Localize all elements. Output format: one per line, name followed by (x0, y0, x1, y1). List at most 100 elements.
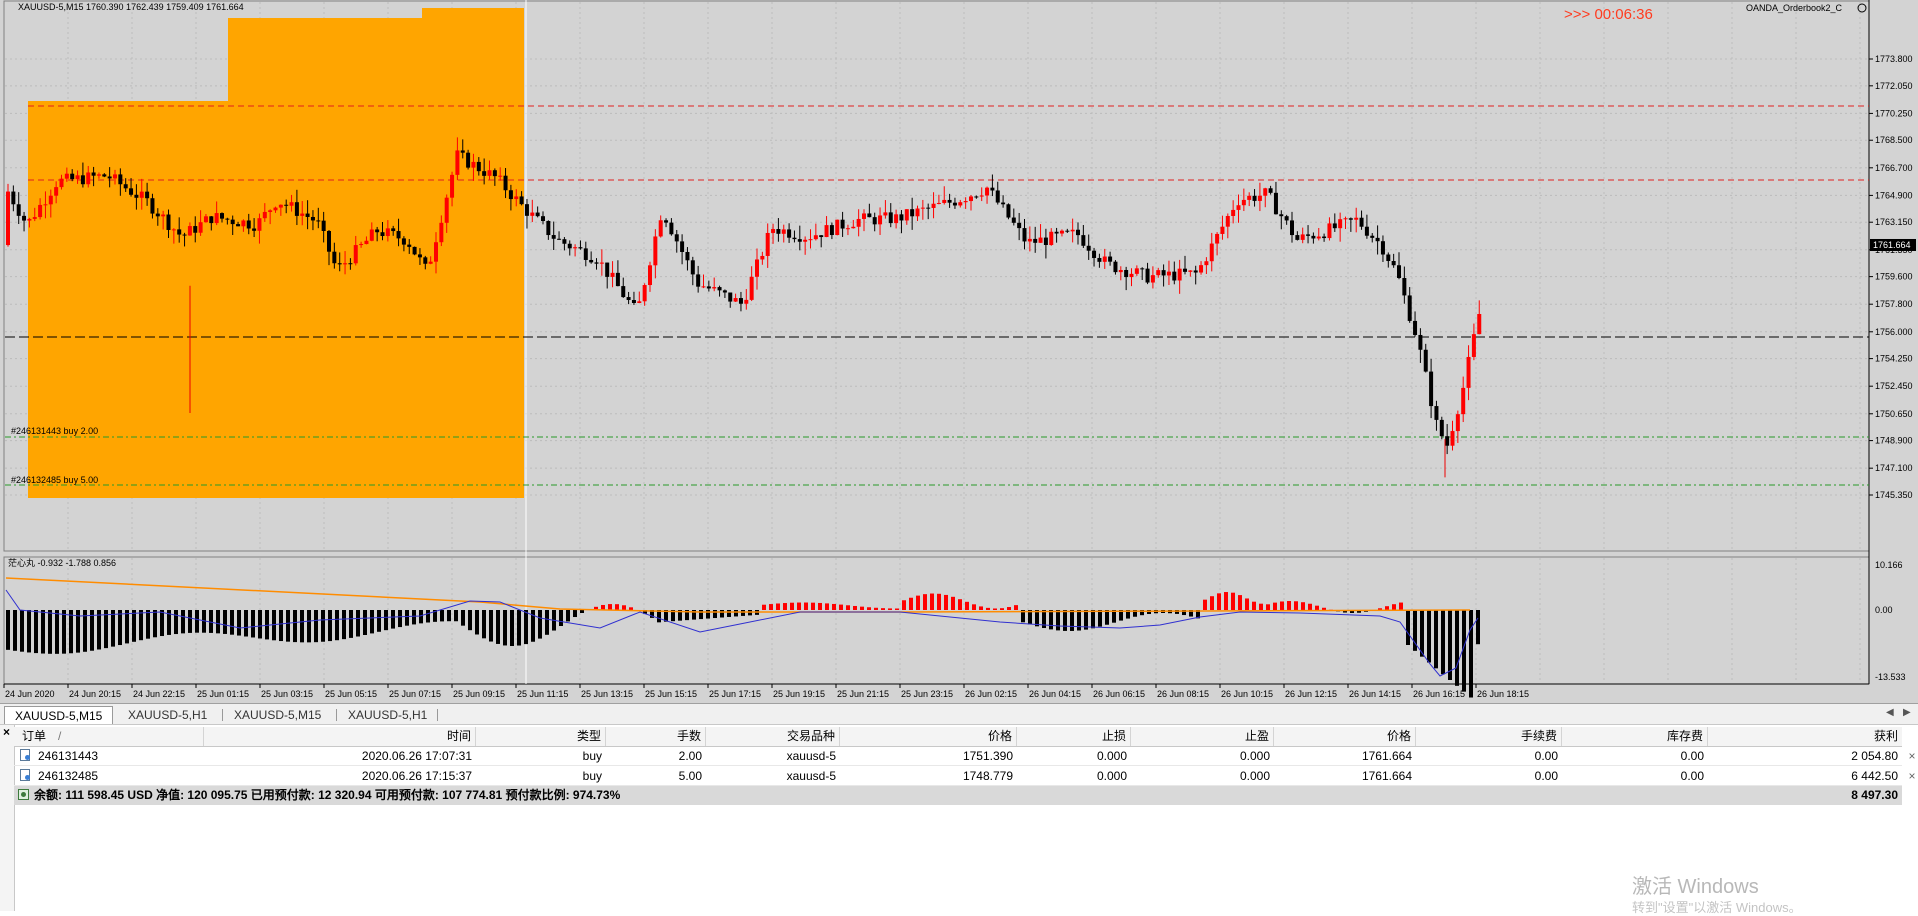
candle-bull (835, 220, 839, 235)
oscillator-bar-negative (727, 610, 731, 617)
candle-bull (1071, 230, 1075, 232)
candle-bear (819, 235, 823, 237)
oscillator-bar-positive (888, 608, 892, 610)
indicator-close-icon[interactable] (1858, 4, 1866, 12)
candle-bull (637, 301, 641, 303)
account-summary-row: 余额: 111 598.45 USD 净值: 120 095.75 已用预付款:… (14, 786, 1902, 805)
candle-bear (1418, 335, 1422, 350)
candle-bear (402, 238, 406, 244)
close-position-icon[interactable]: × (1906, 746, 1918, 766)
candle-bull (964, 201, 968, 202)
oscillator-bar-negative (482, 610, 486, 638)
candle-bull (27, 219, 31, 221)
table-row[interactable]: 246131443 2020.06.26 17:07:31 buy 2.00 x… (14, 746, 1902, 766)
oscillator-bar-negative (356, 610, 360, 637)
chart-canvas[interactable]: 1773.8001772.0501770.2501768.5001766.700… (0, 0, 1918, 703)
candle-bear (167, 215, 171, 230)
candle-bull (755, 259, 759, 276)
oscillator-bar-positive (762, 605, 766, 610)
candle-bear (247, 220, 251, 228)
col-lots[interactable]: 手数 (606, 727, 706, 746)
tab-scroll-left-icon[interactable]: ◀ (1886, 707, 1894, 718)
commission: 0.00 (1416, 766, 1562, 786)
oscillator-bar-negative (48, 610, 52, 654)
candle-bear (1065, 231, 1069, 232)
col-swap[interactable]: 库存费 (1562, 727, 1708, 746)
oscillator-bar-positive (629, 607, 633, 610)
candle-bear (1365, 227, 1369, 236)
candle-bear (150, 198, 154, 213)
oscillator-bar-positive (608, 604, 612, 610)
candle-bull (648, 265, 652, 285)
candle-bear (889, 212, 893, 223)
col-commission[interactable]: 手续费 (1416, 727, 1562, 746)
oscillator-bar-positive (923, 594, 927, 610)
candle-bull (359, 244, 363, 245)
oscillator-bar-negative (1077, 610, 1081, 631)
col-symbol[interactable]: 交易品种 (706, 727, 840, 746)
candle-bear (520, 196, 524, 204)
stop-loss: 0.000 (1017, 766, 1131, 786)
candle-bull (809, 239, 813, 240)
candle-bear (129, 188, 133, 194)
col-type[interactable]: 类型 (476, 727, 606, 746)
tab-chart-1[interactable]: XAUUSD-5,M15 (4, 706, 113, 724)
candle-bear (92, 172, 96, 175)
oscillator-bar-negative (34, 610, 38, 653)
candle-bear (407, 245, 411, 247)
candle-bull (702, 286, 706, 287)
time-tick-label: 25 Jun 01:15 (197, 689, 249, 699)
col-tp[interactable]: 止盈 (1131, 727, 1274, 746)
candle-bear (552, 235, 556, 239)
tab-scroll-right-icon[interactable]: ▶ (1903, 707, 1911, 718)
candle-bull (803, 240, 807, 242)
col-sl[interactable]: 止损 (1017, 727, 1131, 746)
oscillator-bar-negative (454, 610, 458, 621)
candle-bear (1023, 228, 1027, 241)
candle-bear (616, 273, 620, 286)
candle-bull (279, 205, 283, 208)
candle-bear (284, 205, 288, 206)
candle-bear (145, 192, 149, 199)
candle-bear (70, 174, 74, 179)
open-time: 2020.06.26 17:07:31 (204, 746, 476, 766)
tab-chart-2[interactable]: XAUUSD-5,H1 (118, 706, 217, 724)
oscillator-bar-positive (811, 603, 815, 610)
oscillator-bar-negative (111, 610, 115, 647)
candle-bear (1333, 223, 1337, 228)
candle-bull (894, 214, 898, 223)
close-terminal-icon[interactable]: × (3, 725, 10, 739)
candle-bear (1194, 270, 1198, 272)
col-open-price[interactable]: 价格 (840, 727, 1017, 746)
tab-separator (336, 709, 337, 721)
oscillator-bar-positive (853, 606, 857, 610)
tab-chart-4[interactable]: XAUUSD-5,H1 (338, 706, 437, 724)
candle-bull (1188, 270, 1192, 271)
candle-bull (1039, 238, 1043, 243)
candle-bear (632, 300, 636, 303)
col-profit[interactable]: 获利 (1708, 727, 1902, 746)
candle-bear (696, 274, 700, 286)
time-tick-label: 25 Jun 17:15 (709, 689, 761, 699)
oscillator-bar-positive (1000, 608, 1004, 610)
close-position-icon[interactable]: × (1906, 766, 1918, 786)
oscillator-bar-positive (909, 598, 913, 610)
tab-chart-3[interactable]: XAUUSD-5,M15 (224, 706, 331, 724)
col-time[interactable]: 时间 (204, 727, 476, 746)
oscillator-bar-negative (118, 610, 122, 645)
candle-bull (1242, 200, 1246, 205)
oscillator-bar-negative (734, 610, 738, 616)
sort-icon: / (58, 727, 61, 746)
oscillator-bar-negative (90, 610, 94, 651)
price-tick-label: 1745.350 (1875, 490, 1913, 500)
candle-bull (766, 233, 770, 256)
candle-bull (1327, 223, 1331, 238)
table-row[interactable]: 246132485 2020.06.26 17:15:37 buy 5.00 x… (14, 766, 1902, 786)
col-price[interactable]: 价格 (1274, 727, 1416, 746)
candle-bull (712, 287, 716, 288)
candle-bear (108, 176, 112, 178)
col-order[interactable]: 订单 (14, 727, 204, 746)
candle-bull (257, 218, 261, 231)
price-tick-label: 1766.700 (1875, 163, 1913, 173)
